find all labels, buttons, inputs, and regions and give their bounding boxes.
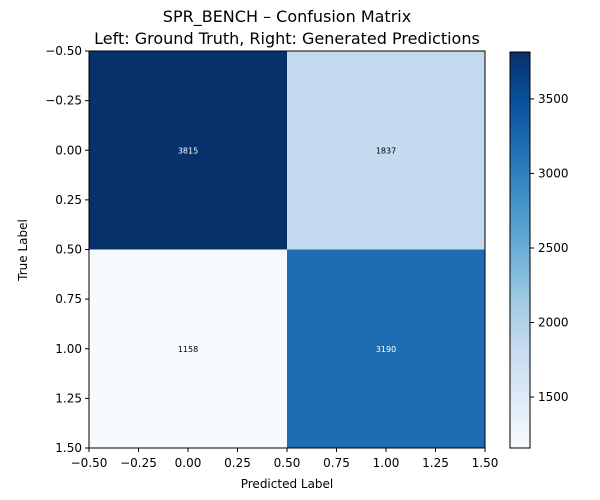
y-tick-label: 1.25 (55, 391, 82, 405)
heatmap-cell-1-0 (89, 249, 287, 448)
y-tick-label: −0.25 (45, 94, 82, 108)
colorbar-tick-label: 2500 (538, 241, 569, 255)
colorbar-tick-label: 3000 (538, 166, 569, 180)
x-tick-label: 0.25 (224, 456, 251, 470)
heatmap-cell-label-0-0: 3815 (178, 146, 198, 155)
heatmap-cell-0-1 (287, 51, 485, 250)
x-tick-label: 1.25 (422, 456, 449, 470)
y-axis-ticks: −0.50 −0.25 0.00 0.25 0.50 0.75 1.00 1.25 1.50 (45, 44, 89, 455)
x-tick-label: 0.75 (323, 456, 350, 470)
y-tick-label: 1.00 (55, 342, 82, 356)
colorbar-tick-label: 1500 (538, 390, 569, 404)
y-tick-label: 0.00 (55, 143, 82, 157)
heatmap-cell-1-1 (287, 249, 485, 448)
y-tick-label: 0.75 (55, 292, 82, 306)
heatmap-cell-label-0-1: 1837 (376, 146, 396, 155)
heatmap-cell-labels: 3815 1837 1158 3190 (178, 146, 396, 354)
y-tick-label: −0.50 (45, 44, 82, 58)
colorbar-tick-label: 3500 (538, 92, 569, 106)
y-tick-label: 0.25 (55, 193, 82, 207)
chart-title-line-1: SPR_BENCH – Confusion Matrix (163, 7, 411, 27)
colorbar-ticks: 1500 2000 2500 3000 3500 (530, 92, 569, 404)
x-tick-label: 0.50 (274, 456, 301, 470)
x-tick-label: 1.50 (472, 456, 499, 470)
colorbar-tick-label: 2000 (538, 316, 569, 330)
x-tick-label: 0.00 (175, 456, 202, 470)
x-axis-label: Predicted Label (241, 477, 334, 491)
x-tick-label: −0.50 (71, 456, 108, 470)
heatmap-cell-label-1-0: 1158 (178, 345, 198, 354)
colorbar (509, 51, 531, 449)
heatmap-cell-label-1-1: 3190 (376, 345, 396, 354)
x-tick-label: −0.25 (120, 456, 157, 470)
y-tick-label: 1.50 (55, 441, 82, 455)
heatmap-cells (89, 51, 485, 448)
y-tick-label: 0.50 (55, 243, 82, 257)
x-axis-ticks: −0.50 −0.25 0.00 0.25 0.50 0.75 1.00 1.25 1.50 (71, 448, 499, 470)
heatmap-cell-0-0 (89, 51, 287, 250)
x-tick-label: 1.00 (373, 456, 400, 470)
chart-title-line-2: Left: Ground Truth, Right: Generated Pre… (94, 29, 480, 48)
y-axis-label: True Label (16, 219, 30, 282)
